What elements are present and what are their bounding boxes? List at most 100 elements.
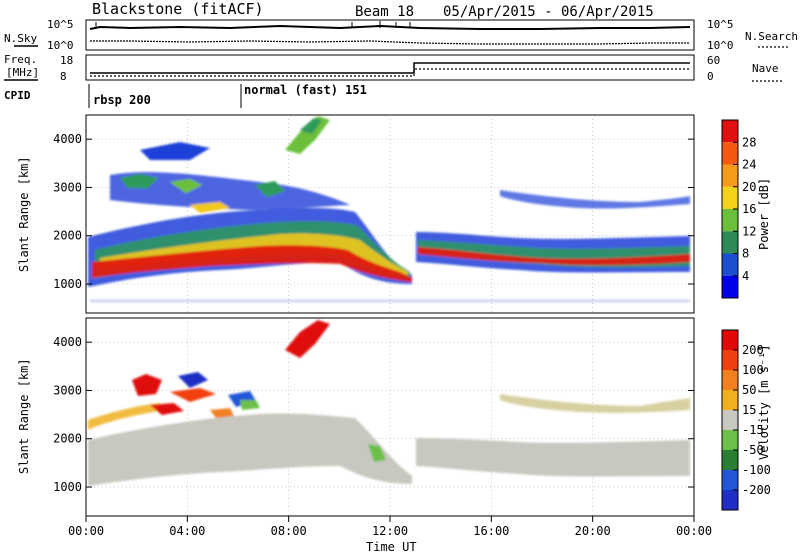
velocity-red-2	[150, 403, 184, 415]
time-axis: 00:00 04:00 08:00 12:00 16:00 20:00 00:00	[68, 516, 712, 538]
time-tick-label: 00:00	[68, 524, 104, 538]
velocity-data	[88, 320, 690, 486]
velocity-colorbar-tick-label: 100	[742, 363, 764, 377]
time-tick-label: 16:00	[473, 524, 509, 538]
power-patch-1	[120, 174, 158, 188]
noise-axis-top-right: 10^5	[707, 18, 734, 31]
power-patch-2	[170, 179, 202, 193]
power-panel: 1000 2000 3000 4000 Slant Range [km]	[17, 114, 695, 314]
velocity-ytick-label: 1000	[53, 480, 82, 494]
freq-axis-bottom: 8	[60, 70, 67, 83]
nsky-spikes	[95, 21, 411, 29]
power-colorbar-swatch-2	[722, 164, 738, 187]
noise-axis-bottom-left: 10^0	[47, 39, 74, 52]
velocity-colorbar-tick-label: 15	[742, 403, 756, 417]
cpid-mode-1: rbsp 200	[93, 93, 151, 107]
time-axis-label: Time UT	[366, 540, 417, 554]
cpid-label: CPID	[4, 89, 31, 102]
power-colorbar-swatch-0	[722, 120, 738, 143]
power-band-main-red	[92, 245, 412, 282]
power-colorbar-swatch-5	[722, 231, 738, 254]
velocity-colorbar-swatch-3	[722, 390, 738, 410]
power-colorbar-tick-label: 4	[742, 269, 749, 283]
velocity-ylabel: Slant Range [km]	[17, 358, 31, 474]
velocity-panel: 1000 2000 3000 4000 Slant Range [km]	[17, 317, 695, 517]
power-band-late-upper	[500, 190, 690, 209]
time-tick-label: 00:00	[676, 524, 712, 538]
velocity-orange-1	[210, 408, 234, 418]
freq-unit-label: [MHz]	[6, 66, 39, 79]
nsearch-trace	[90, 40, 690, 45]
nsky-label: N.Sky	[4, 32, 37, 45]
power-colorbar-swatch-3	[722, 186, 738, 209]
power-colorbar-tick-label: 24	[742, 158, 756, 172]
velocity-colorbar-tick-label: -15	[742, 423, 764, 437]
beam-label: Beam 18	[355, 4, 414, 20]
power-colorbar-swatch-7	[722, 275, 738, 298]
velocity-band-orange-lower	[88, 403, 165, 430]
velocity-colorbar-label: Velocity [m s⁻¹]	[757, 344, 771, 460]
power-yticks: 1000 2000 3000 4000	[53, 132, 694, 291]
freq-axis-top: 18	[60, 54, 73, 67]
station-title: Blackstone (fitACF)	[92, 0, 264, 18]
power-ytick-label: 3000	[53, 180, 82, 194]
velocity-red-high	[285, 320, 330, 358]
power-ytick-label: 4000	[53, 132, 82, 146]
velocity-colorbar-swatch-2	[722, 370, 738, 390]
power-colorbar-swatch-1	[722, 142, 738, 165]
power-data	[88, 116, 690, 302]
velocity-colorbar-swatch-1	[722, 350, 738, 370]
velocity-colorbar-swatch-6	[722, 450, 738, 470]
velocity-colorbar-swatch-8	[722, 490, 738, 510]
velocity-colorbar-swatch-7	[722, 470, 738, 490]
time-tick-label: 04:00	[169, 524, 205, 538]
freq-label: Freq.	[4, 53, 37, 66]
power-colorbar-tick-label: 12	[742, 224, 756, 238]
power-band-upper	[110, 172, 350, 210]
velocity-colorbar-tick-label: -100	[742, 463, 771, 477]
velocity-band-late-upper	[500, 394, 690, 413]
velocity-band-late	[416, 438, 690, 477]
power-streak-high-2	[300, 118, 322, 134]
noise-panel	[85, 19, 695, 51]
power-colorbar: 28 24 20 16 12 8 4	[721, 119, 756, 299]
power-colorbar-swatch-6	[722, 253, 738, 276]
power-colorbar-tick-label: 20	[742, 180, 756, 194]
velocity-ytick-label: 3000	[53, 383, 82, 397]
power-ylabel: Slant Range [km]	[17, 156, 31, 272]
power-streak-high	[285, 116, 330, 154]
power-ytick-label: 1000	[53, 277, 82, 291]
time-tick-label: 20:00	[575, 524, 611, 538]
velocity-blue-1	[178, 372, 208, 388]
nave-label: Nave	[752, 62, 779, 75]
velocity-ytick-label: 2000	[53, 432, 82, 446]
velocity-colorbar-tick-label: 200	[742, 343, 764, 357]
power-patch-4	[140, 142, 210, 160]
time-tick-label: 12:00	[372, 524, 408, 538]
noise-axis-bottom-right: 10^0	[707, 39, 734, 52]
power-patch-3	[190, 202, 230, 213]
velocity-colorbar: 200 100 50 15 -15 -50 -100 -200	[721, 329, 771, 511]
nave-axis-bottom: 0	[707, 70, 714, 83]
power-colorbar-swatch-4	[722, 209, 738, 232]
power-colorbar-tick-label: 16	[742, 202, 756, 216]
velocity-colorbar-swatch-0	[722, 330, 738, 350]
freq-panel	[85, 54, 695, 81]
velocity-ytick-label: 4000	[53, 335, 82, 349]
velocity-colorbar-tick-label: -200	[742, 483, 771, 497]
nave-trace	[90, 68, 690, 77]
velocity-band-main	[88, 413, 412, 486]
noise-axis-top-left: 10^5	[47, 18, 74, 31]
velocity-colorbar-swatch-5	[722, 430, 738, 450]
velocity-yticks: 1000 2000 3000 4000	[53, 335, 694, 494]
power-patch-5	[255, 181, 285, 197]
power-colorbar-label: Power [dB]	[757, 178, 771, 250]
time-tick-label: 08:00	[271, 524, 307, 538]
velocity-colorbar-frame	[721, 329, 739, 511]
velocity-green-decay	[368, 444, 386, 462]
power-ytick-label: 2000	[53, 229, 82, 243]
date-range: 05/Apr/2015 - 06/Apr/2015	[443, 4, 654, 20]
nsky-trace	[89, 24, 691, 30]
velocity-green-1	[240, 400, 260, 410]
